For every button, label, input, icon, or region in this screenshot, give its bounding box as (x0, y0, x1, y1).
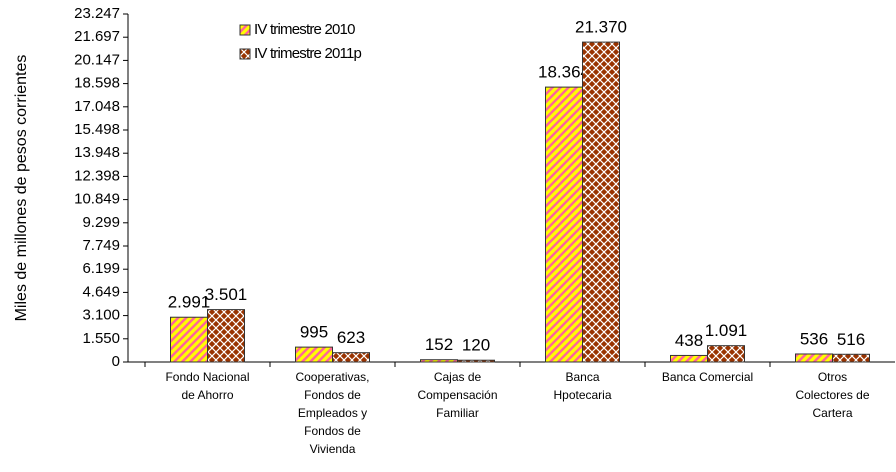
bar (170, 316, 208, 363)
y-tick-label: 0 (112, 353, 120, 370)
y-tick-label: 15.498 (74, 121, 120, 138)
bar (295, 346, 333, 363)
y-tick-label: 20.147 (74, 51, 120, 68)
y-tick-label: 10.849 (74, 191, 120, 208)
data-label: 120 (462, 336, 490, 355)
bar (545, 86, 583, 363)
x-tick-label: Fondo Nacional de Ahorro (165, 370, 250, 402)
legend-label: IV trimestre 2011p (254, 45, 362, 62)
y-axis-label: Miles de millones de pesos corrientes (13, 55, 30, 322)
legend-swatch (239, 24, 251, 36)
y-tick-label: 12.398 (74, 167, 120, 184)
data-label: 1.091 (705, 321, 748, 340)
x-tick-label: Cajas de Compensación Familiar (417, 370, 498, 420)
y-tick-label: 17.048 (74, 98, 120, 115)
data-label: 3.501 (205, 285, 248, 304)
bar (795, 353, 833, 363)
x-tick-label: Otros Colectores de Cartera (795, 370, 870, 420)
y-tick-label: 4.649 (82, 283, 120, 300)
bar (832, 353, 870, 363)
bar (670, 354, 708, 363)
y-tick-label: 13.948 (74, 144, 120, 161)
data-label: 152 (425, 335, 453, 354)
bar (332, 352, 370, 363)
y-tick-label: 3.100 (82, 307, 120, 324)
bar (457, 359, 495, 363)
x-tick-label: Banca Comercial (661, 370, 754, 384)
legend-swatch (239, 48, 251, 60)
data-label: 516 (837, 330, 865, 349)
bar (582, 41, 620, 363)
data-label: 995 (300, 323, 328, 342)
bar (207, 309, 245, 363)
bar (420, 359, 458, 363)
data-label: 21.370 (575, 18, 627, 37)
y-tick-label: 1.550 (82, 330, 120, 347)
y-tick-label: 23.247 (74, 5, 120, 22)
data-label: 536 (800, 329, 828, 348)
data-label: 623 (337, 328, 365, 347)
y-tick-label: 6.199 (82, 260, 120, 277)
data-label: 438 (675, 331, 703, 350)
legend-label: IV trimestre 2010 (254, 21, 355, 38)
x-tick-label: Cooperativas, Fondos de Empleados y Fond… (295, 370, 370, 456)
y-tick-label: 21.697 (74, 28, 120, 45)
data-label: 18.364 (538, 63, 590, 82)
y-tick-label: 9.299 (82, 214, 120, 231)
x-tick-label: Banca Hpotecaria (553, 370, 612, 402)
y-tick-label: 7.749 (82, 237, 120, 254)
data-label: 2.991 (168, 293, 211, 312)
y-tick-label: 18.598 (74, 75, 120, 92)
bar (707, 345, 745, 363)
